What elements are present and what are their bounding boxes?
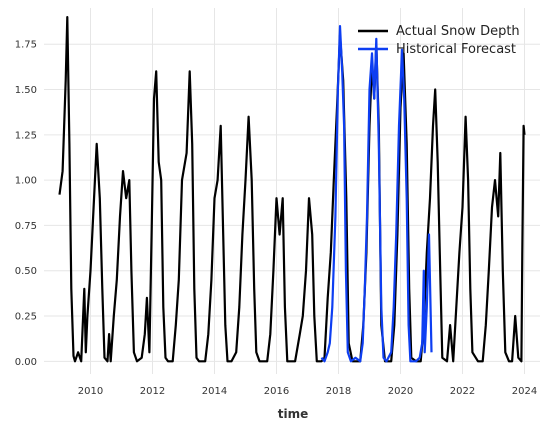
- y-tick-label: 0.00: [15, 357, 37, 368]
- legend-label-actual: Actual Snow Depth: [396, 24, 520, 39]
- x-tick-label: 2016: [264, 386, 289, 397]
- grid: [44, 8, 540, 374]
- historical-forecast-line: [320, 25, 433, 363]
- y-tick-label: 1.00: [15, 176, 37, 187]
- axes: 2010 2012 2014 2016 2018 2020 2022 2024 0.00 0.25…: [15, 40, 537, 397]
- y-tick-label: 1.50: [15, 85, 37, 96]
- y-tick-label: 0.50: [15, 266, 37, 277]
- x-tick-label: 2014: [202, 386, 227, 397]
- y-tick-label: 0.75: [15, 221, 37, 232]
- y-tick-label: 1.25: [15, 130, 37, 141]
- series-lines: [58, 16, 526, 363]
- y-tick-label: 1.75: [15, 40, 37, 51]
- x-tick-label: 2012: [140, 386, 165, 397]
- actual-snow-depth-line: [58, 16, 526, 363]
- x-tick-label: 2024: [512, 386, 537, 397]
- y-tick-label: 0.25: [15, 312, 37, 323]
- x-tick-label: 2018: [326, 386, 351, 397]
- legend: Actual Snow Depth Historical Forecast: [358, 24, 520, 57]
- x-tick-label: 2022: [450, 386, 475, 397]
- x-tick-label: 2010: [78, 386, 103, 397]
- x-tick-label: 2020: [388, 386, 413, 397]
- x-axis-title: time: [278, 407, 309, 421]
- legend-label-forecast: Historical Forecast: [396, 42, 516, 57]
